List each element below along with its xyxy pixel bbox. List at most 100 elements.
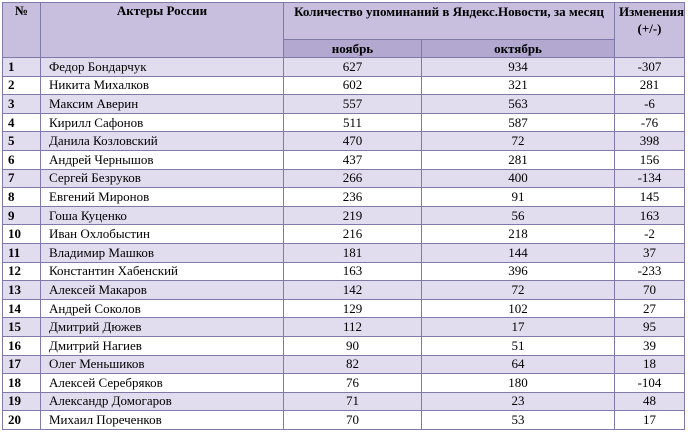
- october-mentions: 396: [420, 261, 616, 282]
- mentions-change: 95: [614, 317, 686, 337]
- table-row: 9 Гоша Куценко 219 56 163: [2, 205, 686, 226]
- row-number: 3: [2, 94, 41, 114]
- row-number: 5: [2, 131, 41, 151]
- october-mentions: 144: [420, 242, 616, 263]
- table-row: 17 Олег Меньшиков 82 64 18: [2, 354, 686, 375]
- actor-name: Дмитрий Нагиев: [40, 335, 284, 356]
- actor-name: Дмитрий Дюжев: [40, 317, 284, 337]
- november-mentions: 163: [283, 261, 422, 282]
- actor-name: Алексей Макаров: [40, 280, 284, 300]
- table-row: 19 Александр Домогаров 71 23 48: [2, 391, 686, 412]
- actor-name: Гоша Куценко: [40, 205, 284, 226]
- table-row: 13 Алексей Макаров 142 72 70: [2, 280, 686, 300]
- november-mentions: 181: [283, 242, 422, 263]
- october-mentions: 72: [420, 131, 616, 151]
- table-body: 1 Федор Бондарчук 627 934 -307 2 Никита Михалк…: [2, 57, 686, 430]
- november-mentions: 82: [283, 354, 422, 375]
- actor-name: Константин Хабенский: [40, 261, 284, 282]
- header-november: ноябрь: [283, 39, 422, 58]
- table-row: 1 Федор Бондарчук 627 934 -307: [2, 57, 686, 77]
- november-mentions: 219: [283, 205, 422, 226]
- header-october: октябрь: [420, 39, 616, 58]
- row-number: 14: [2, 298, 41, 319]
- mentions-change: -6: [614, 94, 686, 114]
- header-number: №: [2, 2, 41, 58]
- october-mentions: 934: [420, 57, 616, 77]
- table-row: 20 Михаил Пореченков 70 53 17: [2, 410, 686, 430]
- row-number: 1: [2, 57, 41, 77]
- november-mentions: 76: [283, 373, 422, 393]
- november-mentions: 511: [283, 112, 422, 133]
- actor-name: Евгений Миронов: [40, 187, 284, 207]
- row-number: 9: [2, 205, 41, 226]
- mentions-change: 39: [614, 335, 686, 356]
- november-mentions: 470: [283, 131, 422, 151]
- header-mentions: Количество упоминаний в Яндекс.Новости, …: [282, 2, 616, 40]
- row-number: 11: [2, 242, 41, 263]
- table-row: 2 Никита Михалков 602 321 281: [2, 75, 686, 96]
- november-mentions: 557: [283, 94, 422, 114]
- table-row: 11 Владимир Машков 181 144 37: [2, 242, 686, 263]
- actor-name: Андрей Чернышов: [40, 149, 284, 170]
- table-row: 10 Иван Охлобыстин 216 218 -2: [2, 224, 686, 244]
- actor-name: Олег Меньшиков: [40, 354, 284, 375]
- mentions-change: 17: [614, 410, 686, 430]
- mentions-change: -134: [614, 168, 686, 189]
- table-row: 12 Константин Хабенский 163 396 -233: [2, 261, 686, 282]
- mentions-change: 48: [614, 391, 686, 412]
- mentions-change: 70: [614, 280, 686, 300]
- november-mentions: 112: [283, 317, 422, 337]
- actor-name: Андрей Соколов: [40, 298, 284, 319]
- october-mentions: 400: [420, 168, 616, 189]
- october-mentions: 72: [420, 280, 616, 300]
- table-row: 15 Дмитрий Дюжев 112 17 95: [2, 317, 686, 337]
- mentions-change: 163: [614, 205, 686, 226]
- november-mentions: 266: [283, 168, 422, 189]
- mentions-change: -307: [614, 57, 686, 77]
- table-row: 7 Сергей Безруков 266 400 -134: [2, 168, 686, 189]
- row-number: 18: [2, 373, 41, 393]
- row-number: 6: [2, 149, 41, 170]
- row-number: 15: [2, 317, 41, 337]
- table-row: 14 Андрей Соколов 129 102 27: [2, 298, 686, 319]
- table-row: 3 Максим Аверин 557 563 -6: [2, 94, 686, 114]
- row-number: 8: [2, 187, 41, 207]
- actor-name: Александр Домогаров: [40, 391, 284, 412]
- actor-name: Максим Аверин: [40, 94, 284, 114]
- october-mentions: 17: [420, 317, 616, 337]
- october-mentions: 91: [420, 187, 616, 207]
- actor-name: Алексей Серебряков: [40, 373, 284, 393]
- row-number: 7: [2, 168, 41, 189]
- october-mentions: 180: [420, 373, 616, 393]
- october-mentions: 218: [420, 224, 616, 244]
- november-mentions: 129: [283, 298, 422, 319]
- november-mentions: 236: [283, 187, 422, 207]
- actor-name: Кирилл Сафонов: [40, 112, 284, 133]
- header-change: Изменения (+/-): [614, 2, 686, 58]
- table-row: 18 Алексей Серебряков 76 180 -104: [2, 373, 686, 393]
- actor-name: Данила Козловский: [40, 131, 284, 151]
- row-number: 12: [2, 261, 41, 282]
- october-mentions: 281: [420, 149, 616, 170]
- october-mentions: 51: [420, 335, 616, 356]
- actor-name: Никита Михалков: [40, 75, 284, 96]
- mentions-change: -2: [614, 224, 686, 244]
- actor-name: Сергей Безруков: [40, 168, 284, 189]
- row-number: 20: [2, 410, 41, 430]
- mentions-change: 18: [614, 354, 686, 375]
- table-row: 4 Кирилл Сафонов 511 587 -76: [2, 112, 686, 133]
- table-row: 16 Дмитрий Нагиев 90 51 39: [2, 335, 686, 356]
- mentions-change: 156: [614, 149, 686, 170]
- mentions-change: 145: [614, 187, 686, 207]
- table-row: 5 Данила Козловский 470 72 398: [2, 131, 686, 151]
- row-number: 2: [2, 75, 41, 96]
- mentions-change: -76: [614, 112, 686, 133]
- mentions-change: 398: [614, 131, 686, 151]
- october-mentions: 563: [420, 94, 616, 114]
- october-mentions: 64: [420, 354, 616, 375]
- table-row: 6 Андрей Чернышов 437 281 156: [2, 149, 686, 170]
- row-number: 4: [2, 112, 41, 133]
- november-mentions: 216: [283, 224, 422, 244]
- actor-name: Иван Охлобыстин: [40, 224, 284, 244]
